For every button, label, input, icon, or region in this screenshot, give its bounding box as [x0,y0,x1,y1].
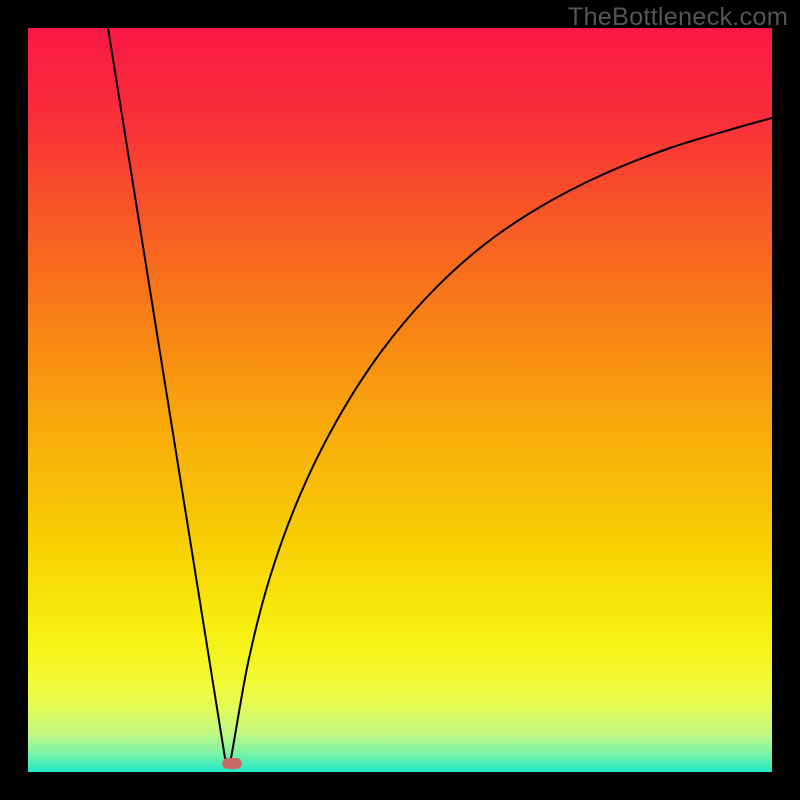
optimal-point-marker [222,758,242,769]
plot-gradient-background [28,28,772,772]
watermark-text: TheBottleneck.com [568,3,788,32]
